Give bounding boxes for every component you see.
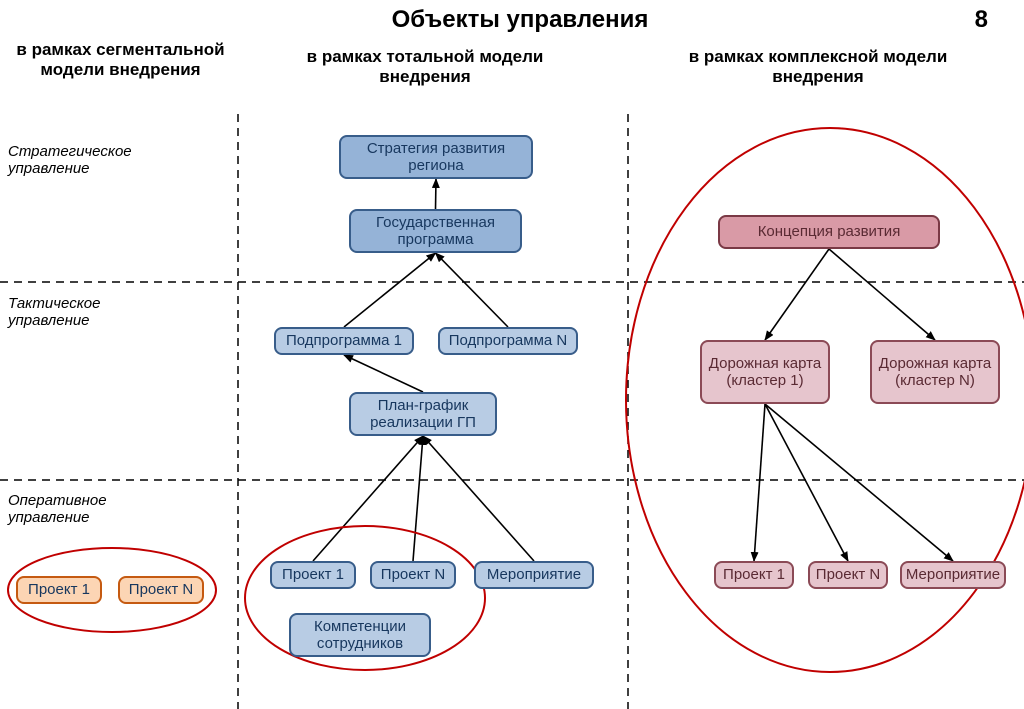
node-c3-road1: Дорожная карта (кластер 1) bbox=[700, 340, 830, 404]
node-c2-comp: Компетенции сотрудников bbox=[289, 613, 431, 657]
edge-c3-concept-c3-roadN bbox=[829, 249, 935, 340]
edge-c2-gosprog-c2-strategy bbox=[436, 179, 437, 209]
node-c2-event: Мероприятие bbox=[474, 561, 594, 589]
edge-c2-sub1-c2-gosprog bbox=[344, 253, 436, 327]
edge-c3-road1-c3-proj1 bbox=[754, 404, 765, 561]
node-c2-strategy: Стратегия развития региона bbox=[339, 135, 533, 179]
node-c2-subN: Подпрограмма N bbox=[438, 327, 578, 355]
edge-c2-plan-c2-sub1 bbox=[344, 355, 423, 392]
edge-c3-road1-c3-projN bbox=[765, 404, 848, 561]
row-strategic: Стратегическое управление bbox=[8, 143, 132, 177]
page-number: 8 bbox=[975, 6, 988, 34]
node-c3-proj1: Проект 1 bbox=[714, 561, 794, 589]
edge-c2-event-c2-plan bbox=[423, 436, 534, 561]
node-c2-proj1: Проект 1 bbox=[270, 561, 356, 589]
node-c2-sub1: Подпрограмма 1 bbox=[274, 327, 414, 355]
edge-c3-road1-c3-event bbox=[765, 404, 953, 561]
row-operational: Оперативное управление bbox=[8, 492, 107, 526]
col3-header: в рамках комплексной модели внедрения bbox=[648, 47, 988, 87]
diagram-stage: { "canvas": { "width": 1024, "height": 7… bbox=[0, 0, 1024, 709]
main-title: Объекты управления bbox=[360, 6, 680, 34]
node-c2-gosprog: Государственная программа bbox=[349, 209, 522, 253]
node-c2-plan: План-график реализации ГП bbox=[349, 392, 497, 436]
node-c3-roadN: Дорожная карта (кластер N) bbox=[870, 340, 1000, 404]
row-tactical: Тактическое управление bbox=[8, 295, 100, 329]
node-c3-event: Мероприятие bbox=[900, 561, 1006, 589]
col1-header: в рамках сегментальной модели внедрения bbox=[13, 40, 228, 80]
node-c3-projN: Проект N bbox=[808, 561, 888, 589]
node-c2-projN: Проект N bbox=[370, 561, 456, 589]
edge-c3-concept-c3-road1 bbox=[765, 249, 829, 340]
edge-c2-subN-c2-gosprog bbox=[436, 253, 509, 327]
node-c1-projN: Проект N bbox=[118, 576, 204, 604]
node-c1-proj1: Проект 1 bbox=[16, 576, 102, 604]
edge-c2-projN-c2-plan bbox=[413, 436, 423, 561]
node-c3-concept: Концепция развития bbox=[718, 215, 940, 249]
edge-c2-proj1-c2-plan bbox=[313, 436, 423, 561]
col2-header: в рамках тотальной модели внедрения bbox=[260, 47, 590, 87]
